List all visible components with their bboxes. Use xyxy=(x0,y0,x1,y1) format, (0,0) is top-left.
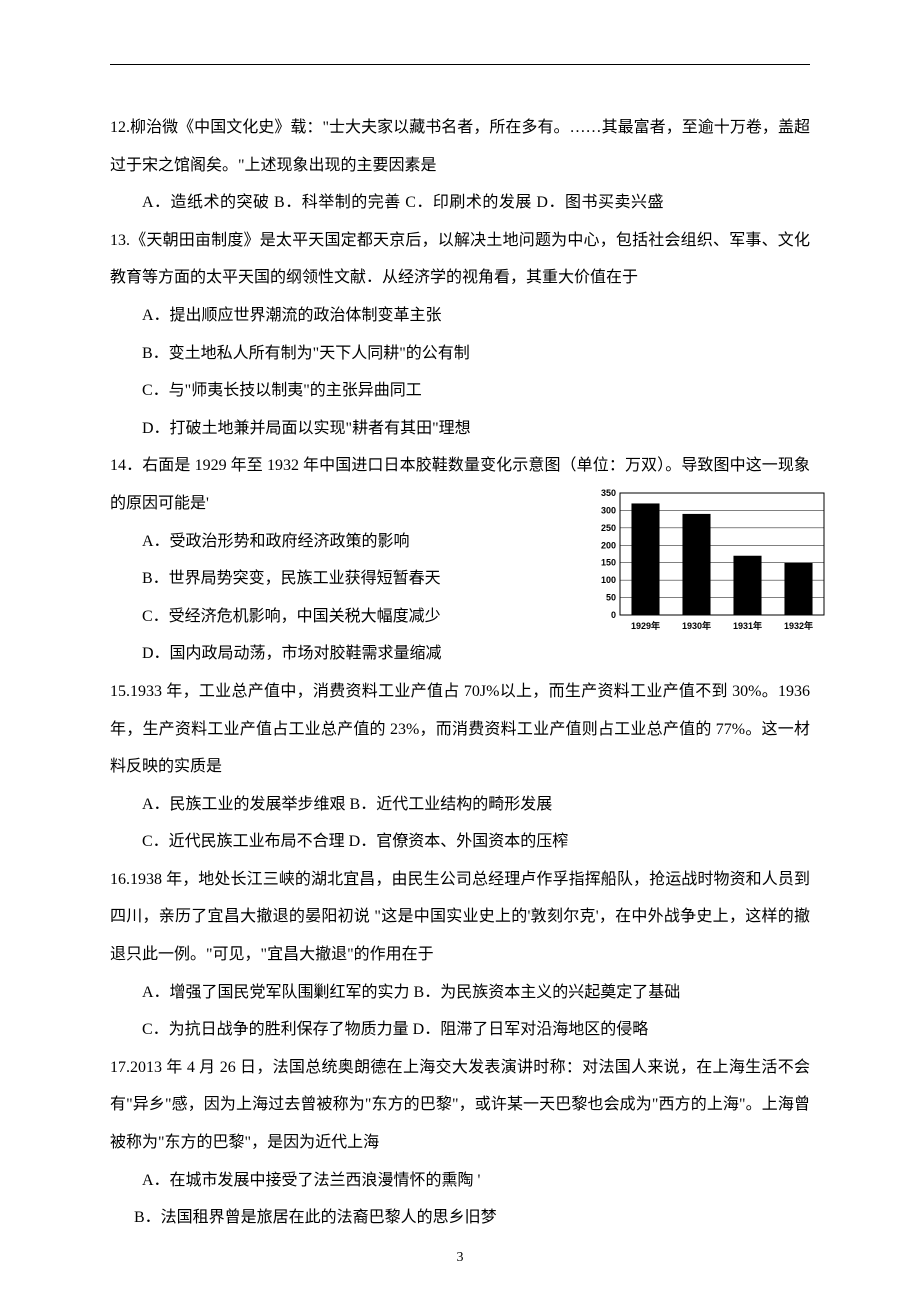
q14-block: 14．右面是 1929 年至 1932 年中国进口日本胶鞋数量变化示意图（单位：… xyxy=(110,447,810,673)
q14-option-b: B．世界局势突变，民族工业获得短暂春天 xyxy=(110,560,550,598)
q13-option-d: D．打破土地兼并局面以实现"耕者有其田"理想 xyxy=(110,410,810,448)
svg-text:100: 100 xyxy=(601,575,616,585)
top-rule xyxy=(110,64,810,65)
q13-stem: 13.《天朝田亩制度》是太平天国定都天京后，以解决土地问题为中心，包括社会组织、… xyxy=(110,222,810,297)
svg-text:150: 150 xyxy=(601,558,616,568)
q12-stem: 12.柳治微《中国文化史》载："士大夫家以藏书名者，所在多有。……其最富者，至逾… xyxy=(110,109,810,184)
svg-text:1931年: 1931年 xyxy=(733,620,762,631)
svg-text:300: 300 xyxy=(601,506,616,516)
q14-option-d: D．国内政局动荡，市场对胶鞋需求量缩减 xyxy=(110,635,550,673)
q17-option-a: A．在城市发展中接受了法兰西浪漫情怀的熏陶 ' xyxy=(110,1162,810,1200)
svg-text:50: 50 xyxy=(606,593,616,603)
q17-option-b: B．法国租界曾是旅居在此的法裔巴黎人的思乡旧梦 xyxy=(110,1199,810,1237)
q14-option-c: C．受经济危机影响，中国关税大幅度减少 xyxy=(110,598,550,636)
q17-stem: 17.2013 年 4 月 26 日，法国总统奥朗德在上海交大发表演讲时称：对法… xyxy=(110,1049,810,1162)
svg-text:1929年: 1929年 xyxy=(631,620,660,631)
page-number: 3 xyxy=(0,1250,920,1266)
q12-options: A．造纸术的突破 B．科举制的完善 C．印刷术的发展 D．图书买卖兴盛 xyxy=(110,184,810,222)
svg-text:1930年: 1930年 xyxy=(682,620,711,631)
document-page: 12.柳治微《中国文化史》载："士大夫家以藏书名者，所在多有。……其最富者，至逾… xyxy=(0,0,920,1302)
svg-text:0: 0 xyxy=(611,610,616,620)
q14-bar-chart: 0 50 100 150 200 250 300 350 1929年 1930年 1931年 1932… xyxy=(590,487,830,637)
svg-text:350: 350 xyxy=(601,488,616,498)
q14-option-a: A．受政治形势和政府经济政策的影响 xyxy=(110,523,550,561)
bar-chart-svg: 0 50 100 150 200 250 300 350 1929年 1930年 1931年 1932… xyxy=(590,487,830,637)
svg-text:1932年: 1932年 xyxy=(784,620,813,631)
q13-option-a: A．提出顺应世界潮流的政治体制变革主张 xyxy=(110,297,810,335)
q16-stem: 16.1938 年，地处长江三峡的湖北宜昌，由民生公司总经理卢作孚指挥船队，抢运… xyxy=(110,861,810,974)
q14-options-wrap: A．受政治形势和政府经济政策的影响 B．世界局势突变，民族工业获得短暂春天 C．… xyxy=(110,523,550,673)
q16-options-line1: A．增强了国民党军队围剿红军的实力 B．为民族资本主义的兴起奠定了基础 xyxy=(110,974,810,1012)
q16-options-line2: C．为抗日战争的胜利保存了物质力量 D．阻滞了日军对沿海地区的侵略 xyxy=(110,1011,810,1049)
q15-stem: 15.1933 年，工业总产值中，消费资料工业产值占 70J%以上，而生产资料工… xyxy=(110,673,810,786)
svg-text:250: 250 xyxy=(601,523,616,533)
q13-option-b: B．变土地私人所有制为"天下人同耕"的公有制 xyxy=(110,335,810,373)
q15-options-line2: C．近代民族工业布局不合理 D．官僚资本、外国资本的压榨 xyxy=(110,823,810,861)
q15-options-line1: A．民族工业的发展举步维艰 B．近代工业结构的畸形发展 xyxy=(110,786,810,824)
q13-option-c: C．与"师夷长技以制夷"的主张异曲同工 xyxy=(110,372,810,410)
svg-text:200: 200 xyxy=(601,541,616,551)
